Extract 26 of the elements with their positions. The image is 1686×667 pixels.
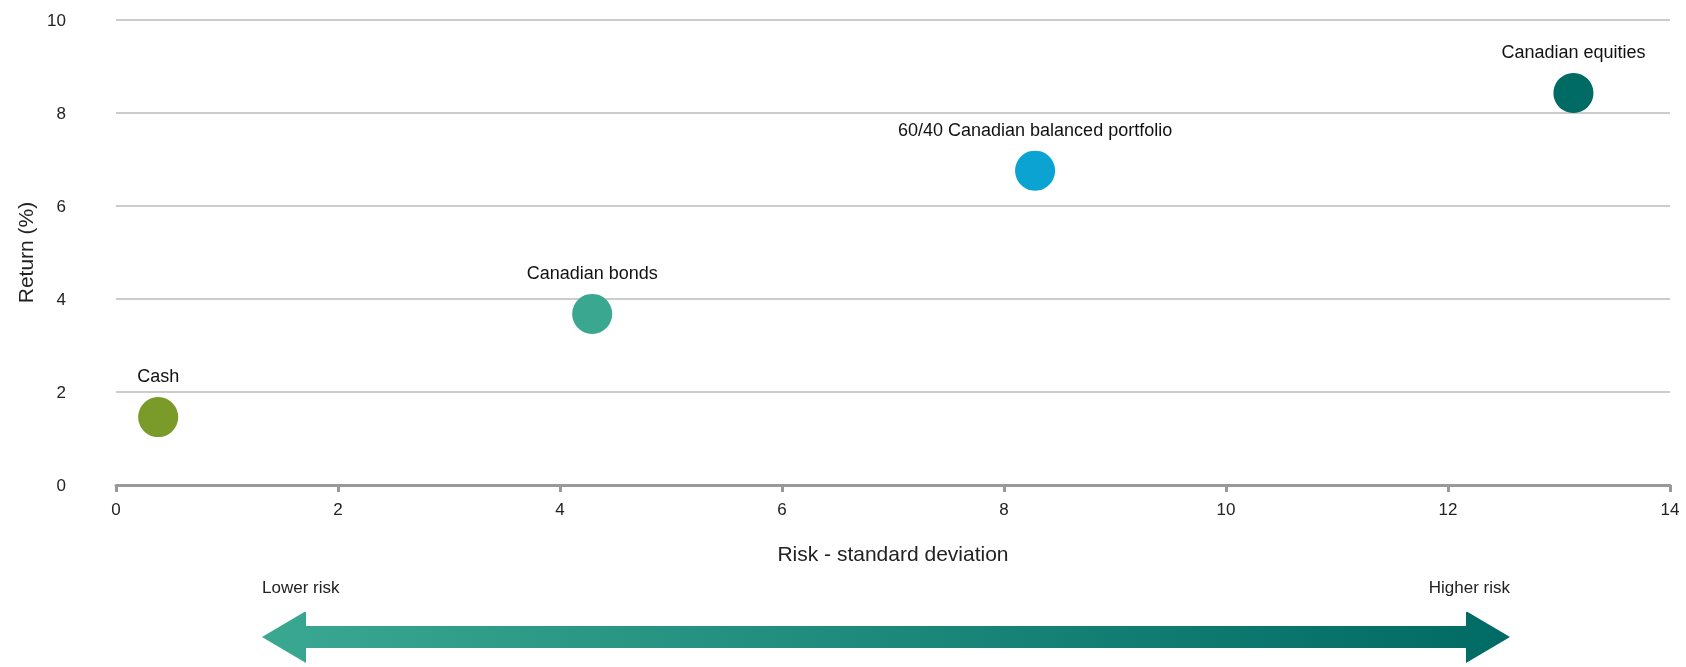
x-tick-label: 0 bbox=[111, 500, 121, 519]
x-tick-label: 10 bbox=[1216, 500, 1236, 519]
point bbox=[572, 293, 613, 334]
text: Lower risk bbox=[262, 578, 340, 598]
y-tick-label: 8 bbox=[56, 103, 66, 123]
series-label: Cash bbox=[137, 366, 180, 387]
y-tick-label: 0 bbox=[56, 475, 66, 495]
y-axis-title: Return (%) bbox=[14, 201, 38, 304]
x-tick-label: 14 bbox=[1660, 500, 1680, 519]
x-tick-label: 8 bbox=[999, 500, 1009, 519]
x-tick-label: 6 bbox=[777, 500, 787, 519]
x-tick-label: 2 bbox=[333, 500, 343, 519]
y-tick-label: 10 bbox=[47, 10, 66, 30]
y-tick-label: 6 bbox=[56, 196, 66, 216]
text: Higher risk bbox=[1428, 578, 1510, 598]
point bbox=[1015, 150, 1056, 191]
point bbox=[1553, 73, 1594, 113]
series-label: Canadian equities bbox=[1501, 42, 1646, 63]
x-tick-label: 12 bbox=[1438, 500, 1458, 519]
x-axis-title: Risk - standard deviation bbox=[777, 542, 1009, 565]
x-tick-label: 4 bbox=[555, 500, 565, 519]
series-label: Canadian bonds bbox=[526, 262, 658, 283]
point bbox=[138, 397, 179, 438]
series-label: 60/40 Canadian balanced portfolio bbox=[897, 119, 1173, 140]
y-tick-label: 2 bbox=[56, 382, 66, 402]
y-tick-label: 4 bbox=[56, 289, 66, 309]
